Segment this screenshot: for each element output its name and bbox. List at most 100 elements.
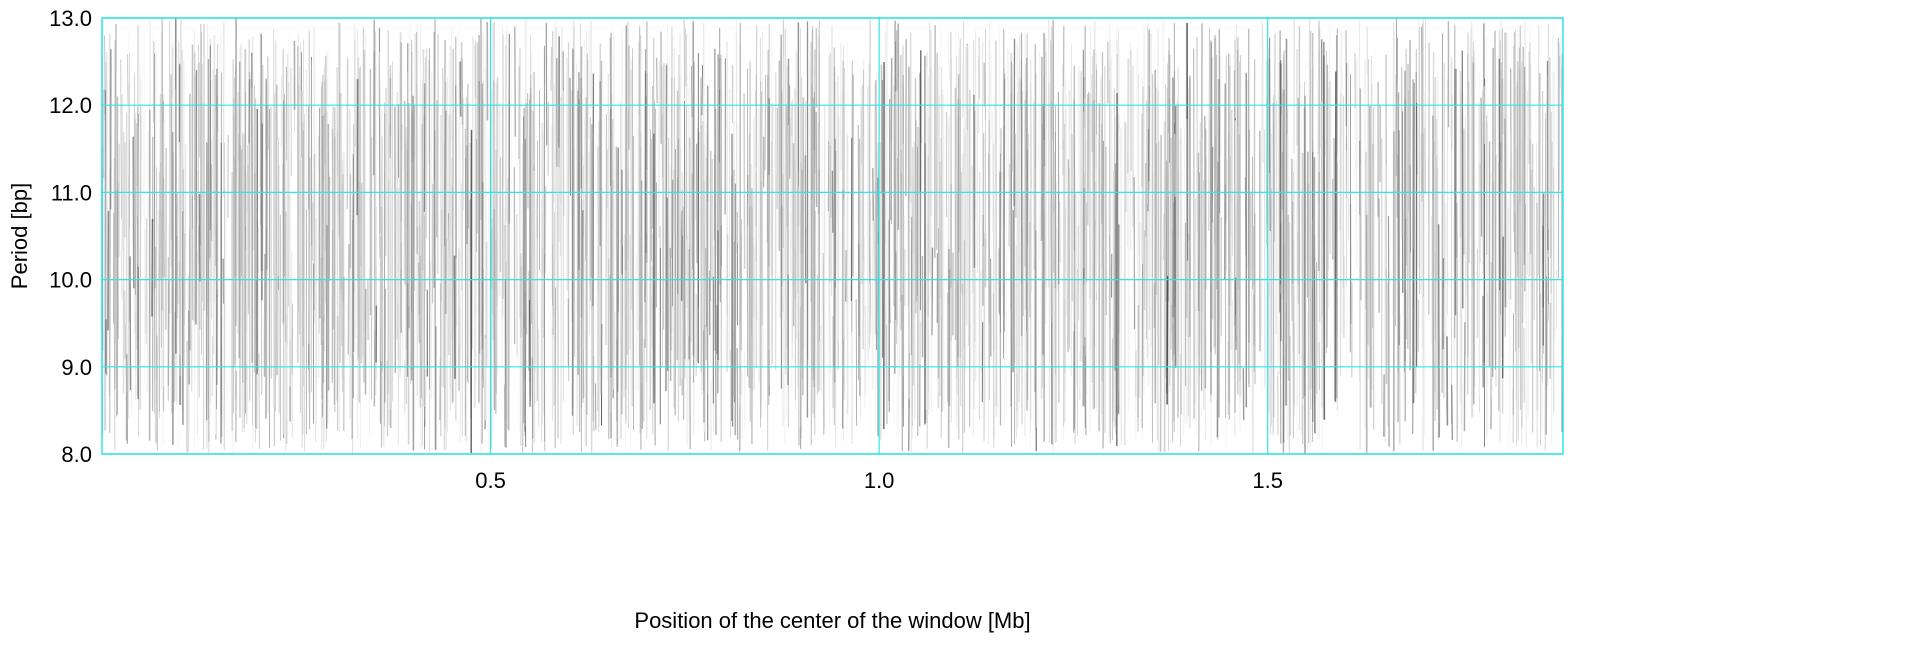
heatmap-streak [884,244,886,435]
heatmap-streak [1301,152,1304,399]
heatmap-streak [129,256,132,391]
heatmap-streak [158,230,161,359]
heatmap-streak [336,315,339,401]
heatmap-streak [526,93,529,209]
heatmap-streak [744,351,746,427]
heatmap-streak [1129,42,1132,251]
heatmap-streak [458,103,461,442]
heatmap-streak [1370,55,1373,408]
heatmap-streak [714,280,717,436]
heatmap-streak [1111,143,1114,247]
heatmap-streak [1524,82,1527,449]
heatmap-streak [791,286,794,343]
heatmap-streak [163,26,165,388]
heatmap-streak [720,54,722,266]
heatmap-streak [1065,108,1067,315]
heatmap-streak [683,19,686,99]
heatmap-streak [899,64,901,376]
heatmap-streak [609,185,611,276]
heatmap-streak [251,115,254,426]
heatmap-streak [671,179,674,307]
heatmap-streak [252,36,254,251]
heatmap-streak [1008,163,1011,247]
heatmap-streak [1123,76,1126,317]
heatmap-streak [1223,83,1226,280]
heatmap-streak [1387,215,1390,447]
heatmap-streak [1092,49,1095,410]
heatmap-streak [1007,47,1010,179]
heatmap-streak [1442,258,1445,350]
y-tick-label: 8.0 [61,442,92,467]
heatmap-streak [962,21,964,118]
heatmap-streak [443,39,446,246]
heatmap-streak [1553,71,1555,340]
heatmap-streak [1461,50,1464,309]
heatmap-streak [418,200,421,314]
heatmap-streak [436,33,440,274]
heatmap-streak [505,29,508,221]
heatmap-streak [1305,58,1308,351]
heatmap-streak [432,23,435,330]
heatmap-streak [1483,85,1486,145]
plot-frame [101,17,1564,455]
heatmap-streak [1238,105,1241,432]
heatmap-streak [193,201,196,380]
heatmap-streak [1529,42,1531,277]
heatmap-streak [1432,52,1435,200]
heatmap-streak [1311,225,1313,389]
heatmap-streak [1047,17,1050,288]
heatmap-streak [925,66,928,410]
heatmap-streak [885,146,888,325]
heatmap-streak [609,37,612,136]
heatmap-streak [222,258,225,304]
heatmap-streak [491,217,493,315]
heatmap-streak [893,84,896,307]
heatmap-streak [1510,134,1513,179]
heatmap-streak [554,21,557,281]
heatmap-streak [980,271,982,372]
heatmap-streak [1054,152,1056,444]
heatmap-streak [1212,279,1215,349]
heatmap-streak [701,65,703,116]
heatmap-streak [1306,151,1309,298]
heatmap-streak [1239,61,1241,401]
heatmap-streak [1291,283,1294,332]
heatmap-streak [876,177,880,244]
heatmap-streak [1110,56,1113,197]
heatmap-streak [109,167,111,434]
heatmap-streaks [100,17,1564,454]
heatmap-streak [779,49,782,318]
heatmap-streak [1269,37,1271,232]
heatmap-streak [1545,276,1548,435]
heatmap-streak [875,79,877,350]
x-tick-label: 0.5 [475,468,506,493]
heatmap-streak [1283,50,1285,356]
heatmap-streak [682,206,685,420]
heatmap-streak [263,253,266,377]
heatmap-streak [1051,18,1054,141]
heatmap-streak [528,299,531,407]
heatmap-streak [1296,159,1298,406]
heatmap-streak [1395,18,1398,177]
heatmap-streak [515,214,518,357]
heatmap-streak [912,147,914,386]
heatmap-streak [677,54,680,422]
heatmap-streak [595,119,597,337]
heatmap-streak [354,22,357,339]
heatmap-streak [649,296,652,410]
heatmap-streak [915,120,918,302]
heatmap-streak [288,38,291,340]
heatmap-streak [525,102,528,335]
heatmap-streak [1239,169,1242,396]
heatmap-streak [311,203,314,261]
heatmap-streak [449,175,453,333]
y-tick-label: 13.0 [49,6,92,31]
heatmap-streak [107,210,110,331]
heatmap-streak [1068,91,1071,168]
heatmap-streak [1309,50,1312,409]
heatmap-streak [1374,212,1377,446]
heatmap-streak [132,136,135,289]
heatmap-streak [496,117,499,340]
heatmap-streak [661,114,664,368]
heatmap-streak [249,107,252,323]
